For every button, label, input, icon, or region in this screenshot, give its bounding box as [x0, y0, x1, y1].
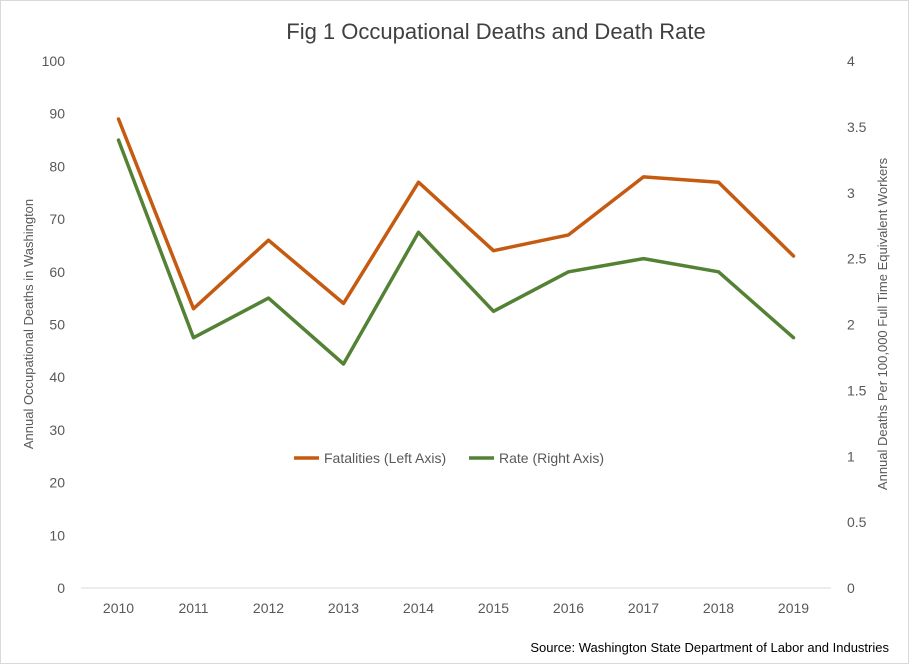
- left-tick-label: 0: [57, 580, 65, 596]
- series-fatalities: [116, 117, 796, 311]
- legend-label-rate: Rate (Right Axis): [499, 450, 604, 466]
- left-tick-label: 20: [49, 475, 65, 491]
- left-tick-label: 30: [49, 422, 65, 438]
- right-tick-label: 1: [847, 448, 855, 464]
- left-tick-label: 90: [49, 106, 65, 122]
- series-layer: [116, 117, 796, 366]
- source-note: Source: Washington State Department of L…: [530, 640, 889, 655]
- right-tick-label: 0.5: [847, 514, 867, 530]
- x-tick-label: 2014: [403, 600, 434, 616]
- left-tick-label: 40: [49, 369, 65, 385]
- x-tick-label: 2018: [703, 600, 734, 616]
- x-axis-ticks: 2010 2011 2012 2013 2014 2015 2016 2017 2018 2019: [103, 600, 809, 616]
- x-tick-label: 2010: [103, 600, 134, 616]
- right-axis-title: Annual Deaths Per 100,000 Full Time Equi…: [875, 157, 890, 490]
- left-tick-label: 70: [49, 211, 65, 227]
- series-line: [116, 138, 796, 366]
- right-tick-label: 2.5: [847, 251, 867, 267]
- right-tick-label: 1.5: [847, 382, 867, 398]
- right-tick-label: 2: [847, 317, 855, 333]
- left-tick-label: 50: [49, 317, 65, 333]
- left-tick-label: 10: [49, 527, 65, 543]
- x-tick-label: 2012: [253, 600, 284, 616]
- x-tick-label: 2011: [178, 600, 208, 616]
- left-tick-label: 60: [49, 264, 65, 280]
- x-tick-label: 2017: [628, 600, 659, 616]
- left-tick-label: 100: [42, 53, 66, 69]
- series-line: [116, 117, 796, 311]
- x-tick-label: 2019: [778, 600, 809, 616]
- right-tick-label: 3.5: [847, 119, 867, 135]
- right-tick-label: 3: [847, 185, 855, 201]
- right-axis-ticks: 0 0.5 1 1.5 2 2.5 3 3.5 4: [847, 53, 867, 596]
- left-axis-ticks: 0 10 20 30 40 50 60 70 80 90 100: [42, 53, 66, 596]
- right-tick-label: 4: [847, 53, 855, 69]
- legend: Fatalities (Left Axis) Rate (Right Axis): [294, 450, 604, 466]
- right-tick-label: 0: [847, 580, 855, 596]
- left-tick-label: 80: [49, 158, 65, 174]
- x-tick-label: 2015: [478, 600, 509, 616]
- x-tick-label: 2016: [553, 600, 584, 616]
- chart-title: Fig 1 Occupational Deaths and Death Rate: [286, 19, 705, 44]
- left-axis-title: Annual Occupational Deaths in Washington: [21, 199, 36, 449]
- legend-label-fatalities: Fatalities (Left Axis): [324, 450, 446, 466]
- series-rate: [116, 138, 796, 366]
- x-tick-label: 2013: [328, 600, 359, 616]
